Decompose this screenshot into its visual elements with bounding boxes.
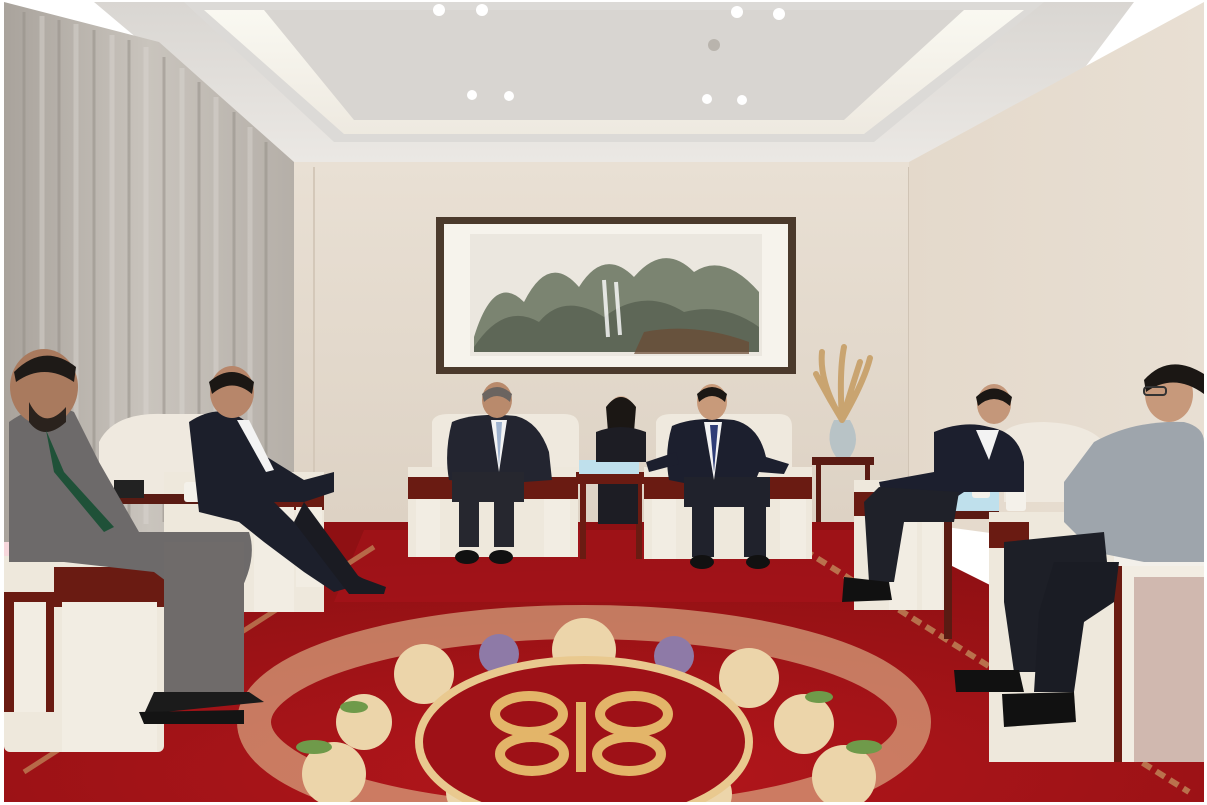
- armchair-front-left: [4, 542, 164, 752]
- guest-center-left: [447, 382, 552, 564]
- guest-grey-suit: [9, 349, 264, 724]
- ceiling: [94, 2, 1134, 162]
- guest-right-back: [842, 384, 1024, 602]
- interpreter: [596, 396, 646, 524]
- guest-right-front: [954, 364, 1204, 727]
- center-table: [576, 460, 646, 559]
- name-card: [579, 460, 639, 474]
- right-wall: [909, 2, 1204, 562]
- guest-dark-suit-left: [189, 366, 386, 594]
- host-center-right: [646, 384, 789, 569]
- meeting-room-photo: [4, 2, 1204, 802]
- landscape-painting: [436, 217, 796, 374]
